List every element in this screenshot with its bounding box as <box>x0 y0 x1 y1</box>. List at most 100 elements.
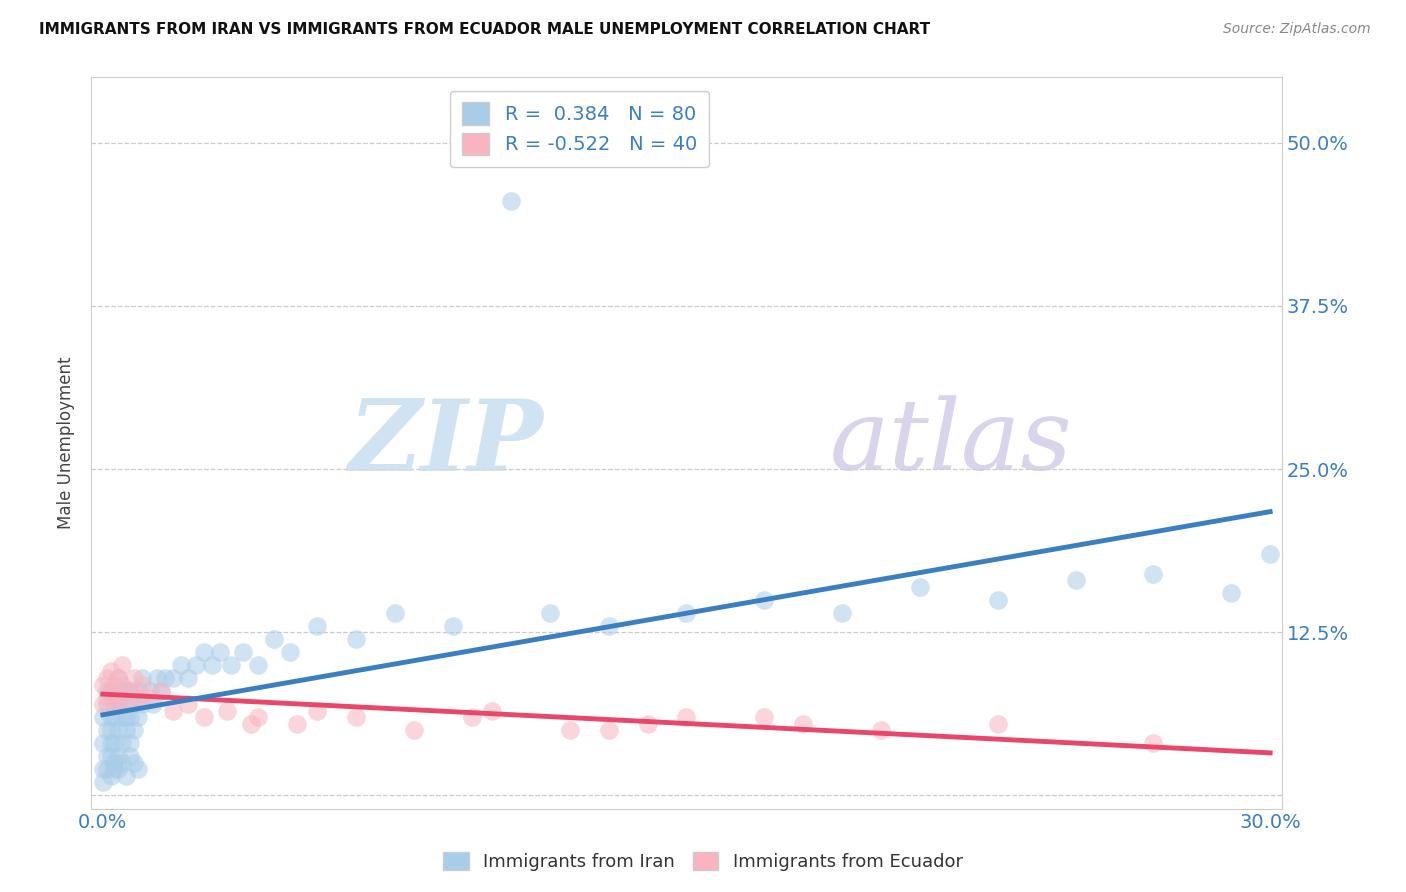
Point <box>111 657 134 672</box>
Point <box>146 671 169 685</box>
Point <box>177 671 200 685</box>
Point <box>501 194 523 209</box>
Point <box>103 756 125 770</box>
Y-axis label: Male Unemployment: Male Unemployment <box>58 357 75 529</box>
Point <box>193 645 215 659</box>
Point <box>120 684 142 698</box>
Point <box>111 756 134 770</box>
Point <box>138 690 160 705</box>
Point <box>1142 736 1164 750</box>
Point <box>107 671 129 685</box>
Point <box>103 677 125 691</box>
Point <box>177 697 200 711</box>
Point <box>100 665 122 679</box>
Point <box>558 723 581 738</box>
Point <box>115 710 138 724</box>
Point <box>96 690 118 705</box>
Point <box>344 632 367 646</box>
Point <box>287 716 309 731</box>
Point <box>219 657 242 672</box>
Text: IMMIGRANTS FROM IRAN VS IMMIGRANTS FROM ECUADOR MALE UNEMPLOYMENT CORRELATION CH: IMMIGRANTS FROM IRAN VS IMMIGRANTS FROM … <box>39 22 931 37</box>
Point <box>100 684 122 698</box>
Point <box>91 710 114 724</box>
Point <box>637 716 659 731</box>
Point <box>111 736 134 750</box>
Point <box>1258 547 1281 561</box>
Point <box>100 769 122 783</box>
Point <box>115 769 138 783</box>
Point <box>103 763 125 777</box>
Point <box>111 697 134 711</box>
Point <box>831 606 853 620</box>
Legend: Immigrants from Iran, Immigrants from Ecuador: Immigrants from Iran, Immigrants from Ec… <box>436 845 970 879</box>
Point <box>247 657 270 672</box>
Point <box>675 710 697 724</box>
Point <box>107 763 129 777</box>
Point <box>96 697 118 711</box>
Point <box>107 749 129 764</box>
Point <box>481 704 503 718</box>
Point <box>150 684 173 698</box>
Point <box>870 723 893 738</box>
Point <box>598 619 620 633</box>
Point <box>153 671 176 685</box>
Point <box>115 684 138 698</box>
Point <box>384 606 406 620</box>
Point <box>96 671 118 685</box>
Point <box>131 677 153 691</box>
Point <box>344 710 367 724</box>
Point <box>107 671 129 685</box>
Point <box>122 697 145 711</box>
Point <box>120 736 142 750</box>
Point <box>305 704 328 718</box>
Point <box>91 736 114 750</box>
Point <box>138 684 160 698</box>
Point <box>150 684 173 698</box>
Point <box>131 697 153 711</box>
Text: ZIP: ZIP <box>349 395 544 491</box>
Point <box>263 632 285 646</box>
Point <box>96 763 118 777</box>
Point <box>278 645 301 659</box>
Point <box>239 716 262 731</box>
Point <box>107 723 129 738</box>
Point <box>127 684 149 698</box>
Point <box>100 749 122 764</box>
Point <box>100 736 122 750</box>
Point <box>115 697 138 711</box>
Point <box>404 723 426 738</box>
Point <box>103 697 125 711</box>
Text: Source: ZipAtlas.com: Source: ZipAtlas.com <box>1223 22 1371 37</box>
Point <box>987 716 1010 731</box>
Point <box>186 657 208 672</box>
Point <box>675 606 697 620</box>
Point <box>127 763 149 777</box>
Point <box>96 684 118 698</box>
Point <box>217 704 239 718</box>
Point <box>208 645 231 659</box>
Point <box>754 592 776 607</box>
Point <box>122 671 145 685</box>
Point <box>193 710 215 724</box>
Point <box>122 756 145 770</box>
Point <box>232 645 254 659</box>
Point <box>127 690 149 705</box>
Text: atlas: atlas <box>830 395 1073 491</box>
Point <box>107 697 129 711</box>
Point <box>91 775 114 789</box>
Point <box>142 697 165 711</box>
Point <box>103 736 125 750</box>
Point <box>107 690 129 705</box>
Point <box>908 580 931 594</box>
Point <box>987 592 1010 607</box>
Point <box>100 684 122 698</box>
Point <box>120 710 142 724</box>
Point <box>103 710 125 724</box>
Point <box>120 749 142 764</box>
Point <box>103 697 125 711</box>
Point <box>461 710 484 724</box>
Point <box>169 657 191 672</box>
Point <box>1064 573 1087 587</box>
Legend: R =  0.384   N = 80, R = -0.522   N = 40: R = 0.384 N = 80, R = -0.522 N = 40 <box>450 91 709 167</box>
Point <box>96 749 118 764</box>
